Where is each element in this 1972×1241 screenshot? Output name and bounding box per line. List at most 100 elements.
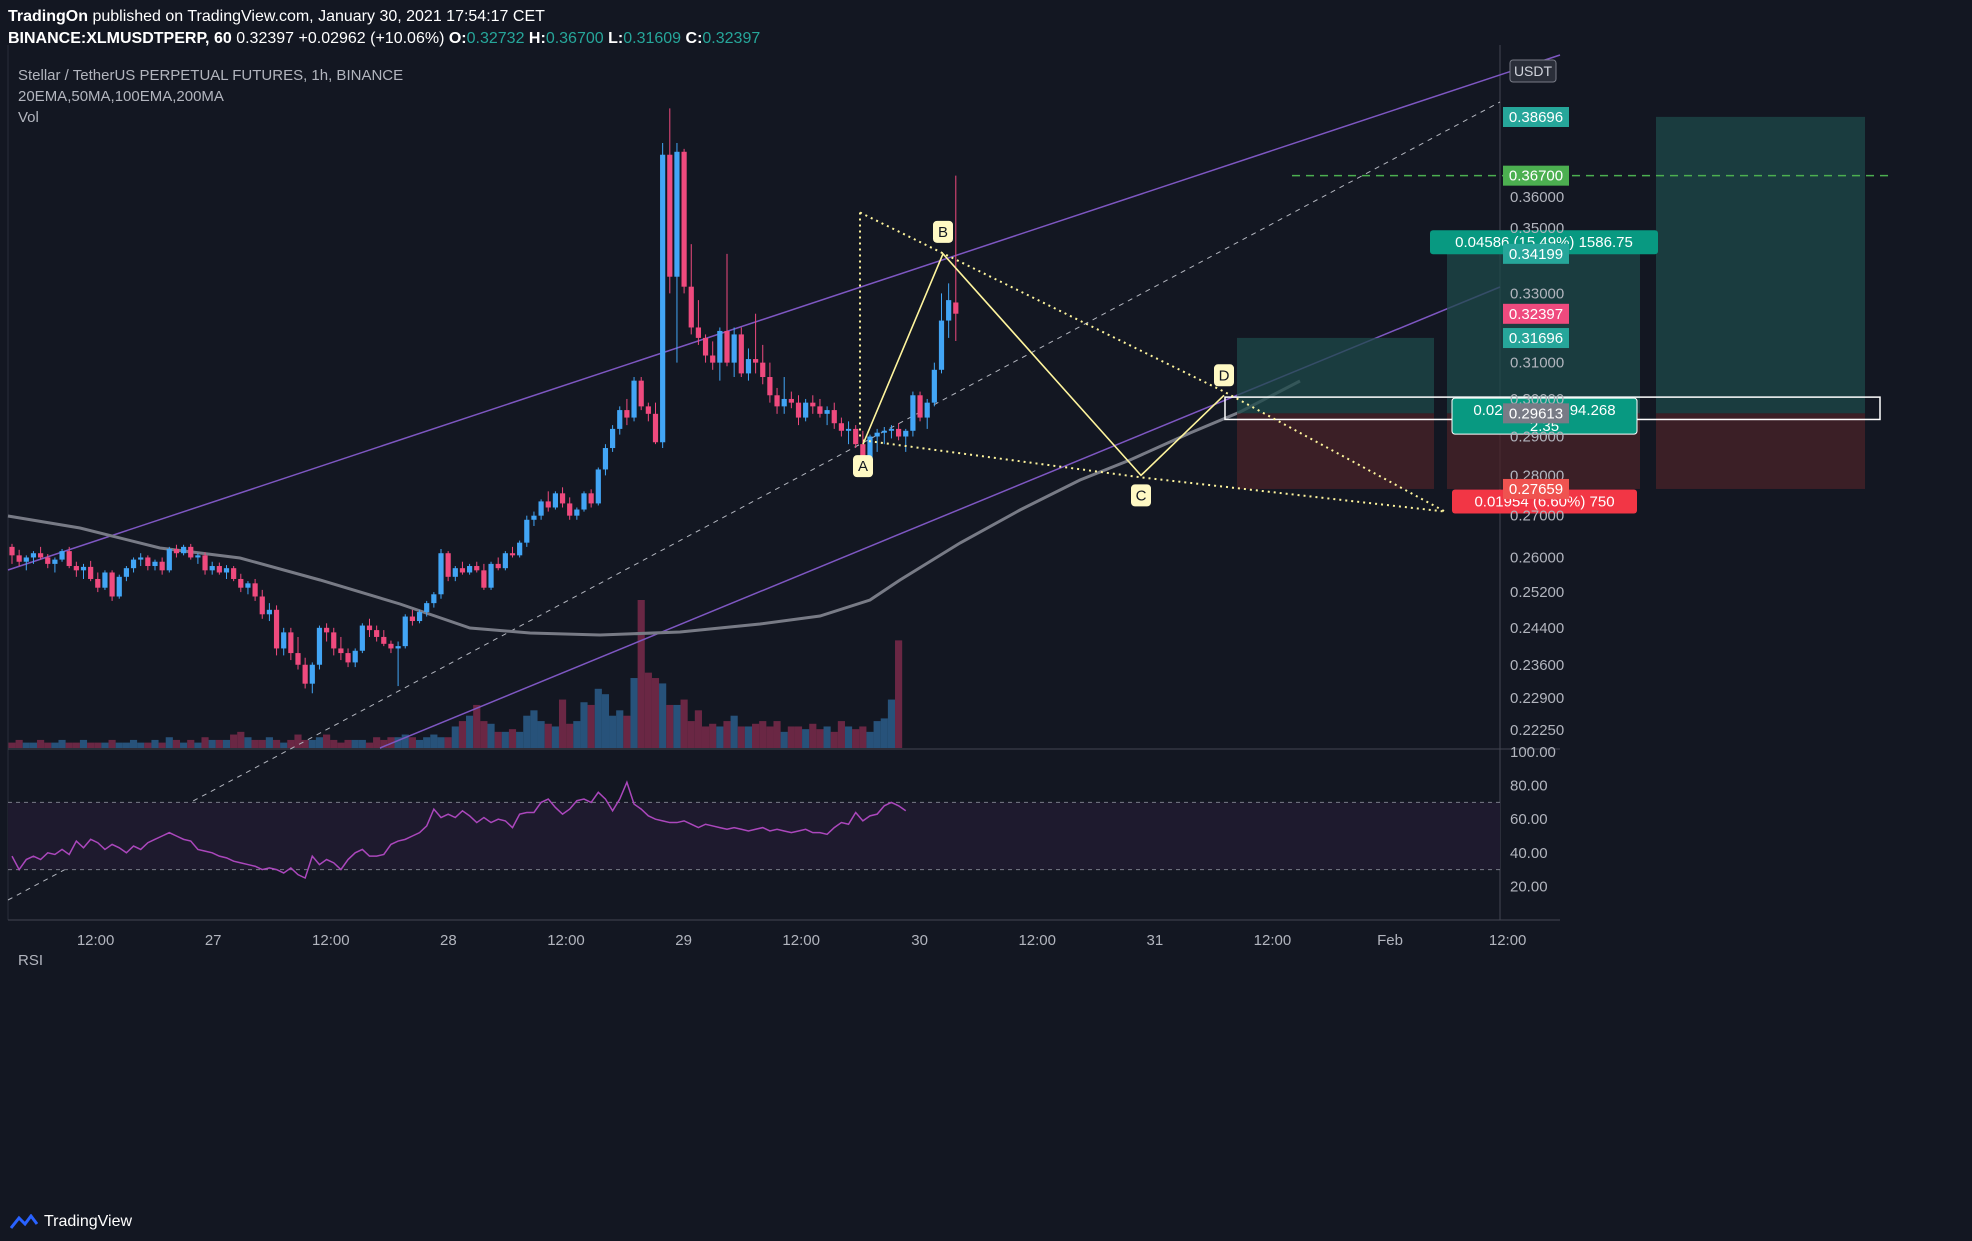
series-title[interactable]: Stellar / TetherUS PERPETUAL FUTURES, 1h… [18, 67, 404, 84]
ma-line [7, 379, 1301, 637]
price-label-bg [1503, 243, 1569, 264]
price-tick: 0.22250 [1510, 722, 1564, 739]
price-label: 0.31696 [1509, 330, 1563, 347]
candle-body [216, 566, 222, 573]
stop-zone [1656, 413, 1865, 489]
rsi-label[interactable]: RSI [18, 952, 44, 969]
volume-bar [673, 704, 681, 748]
candle-body [803, 402, 809, 418]
candle-body [145, 557, 151, 567]
candle-body [710, 355, 716, 363]
candle-body [345, 653, 351, 663]
abcd-line [862, 252, 1225, 477]
footer-brand[interactable]: TradingView [44, 1213, 133, 1230]
point-label-a: A [858, 458, 868, 475]
candle-body [896, 428, 902, 437]
volume-bar [630, 678, 638, 748]
volume-bar [330, 739, 338, 748]
volume-bar [44, 742, 52, 748]
volume-bar [272, 739, 281, 748]
candle-body [59, 551, 65, 560]
volume-bar [37, 739, 45, 748]
time-tick: 12:00 [1254, 932, 1292, 949]
high-label: H: [528, 30, 546, 47]
candle-body [295, 653, 301, 665]
volume-bar [780, 731, 788, 748]
volume-bar [816, 729, 824, 748]
volume-bar [230, 734, 238, 748]
volume-bar [666, 704, 674, 748]
volume-bar [108, 739, 116, 748]
volume-bar [51, 742, 59, 748]
low-label: L: [608, 30, 624, 47]
candle-body [102, 572, 108, 588]
price-label: 0.38696 [1509, 109, 1563, 126]
indicator-list[interactable]: 20EMA,50MA,100EMA,200MA [18, 88, 224, 105]
candle-body [552, 493, 558, 508]
candle-body [881, 430, 887, 433]
volume-bar [494, 731, 502, 748]
candle-body [302, 664, 308, 684]
candle-body [38, 553, 44, 558]
rsi-pane: 100.00 80.00 60.00 40.00 20.00 [8, 744, 1556, 895]
rsi-tick: 100.00 [1510, 744, 1556, 761]
price-label: 0.27659 [1509, 481, 1563, 498]
volume-bar [773, 721, 781, 748]
low-value: 0.31609 [623, 30, 682, 47]
price-label-bg [1503, 107, 1569, 128]
target-zone [1237, 337, 1434, 414]
volume-bar [408, 737, 416, 748]
candle-body [774, 395, 780, 407]
rsi-line [11, 780, 907, 880]
candle-body [745, 359, 752, 374]
candle-body [824, 410, 830, 414]
candle-body [517, 542, 523, 556]
volume-bar [466, 715, 474, 748]
candle-body [288, 632, 294, 654]
candle-body [488, 563, 494, 588]
volume-label[interactable]: Vol [18, 109, 39, 126]
tradingview-logo-icon [10, 1214, 38, 1229]
candle-body [88, 566, 94, 579]
candle-body [946, 300, 952, 321]
footer: TradingView [10, 1213, 132, 1231]
volume-bar [537, 721, 545, 748]
candle-body [817, 406, 823, 414]
volume-bar [65, 742, 73, 748]
candles [9, 108, 959, 694]
price-label-bg [1503, 303, 1569, 324]
chart-header: TradingOn published on TradingView.com, … [8, 6, 760, 50]
volume-bar [158, 742, 166, 748]
candle-body [374, 630, 380, 637]
publisher-name[interactable]: TradingOn [8, 8, 88, 25]
candle-body [166, 548, 172, 571]
moving-average [7, 379, 1301, 637]
volume-bar [115, 742, 123, 748]
rsi-tick: 80.00 [1510, 778, 1548, 795]
candle-body [617, 410, 623, 429]
volume-bar [222, 739, 231, 748]
candle-body [452, 568, 458, 577]
candle-body [795, 402, 802, 418]
candle-body [95, 578, 101, 588]
price-tick: 0.31000 [1510, 355, 1564, 372]
volume-bar [601, 694, 610, 748]
volume-bar [609, 715, 617, 748]
volume-bar [551, 726, 559, 748]
volume-bar [759, 721, 767, 748]
ohlc-line: BINANCE:XLMUSDTPERP, 60 0.32397 +0.02962… [8, 28, 760, 50]
price-change: +0.02962 (+10.06%) [298, 30, 445, 47]
time-tick: 28 [440, 932, 457, 949]
candle-body [781, 398, 787, 407]
point-label-b: B [938, 224, 948, 241]
volume-bar [287, 739, 295, 748]
candle-body [30, 553, 37, 558]
volume-bar [687, 721, 695, 748]
volume-bar [844, 726, 853, 748]
volume-bar [415, 739, 424, 748]
volume-bar [15, 739, 23, 748]
candle-body [559, 493, 566, 504]
point-label-bg [853, 455, 873, 478]
candle-body [838, 423, 844, 431]
